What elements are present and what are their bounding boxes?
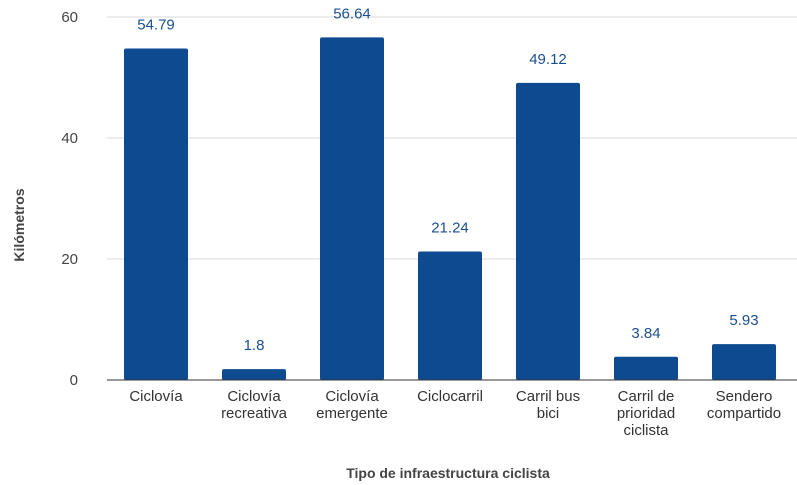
y-axis-title: Kilómetros	[11, 188, 27, 261]
bar	[516, 82, 580, 380]
bar	[320, 37, 384, 380]
x-tick-label: Carril bus bici	[516, 388, 580, 422]
bar	[614, 356, 678, 380]
bar	[124, 48, 188, 380]
data-label: 1.8	[244, 337, 265, 354]
y-tick-label: 40	[61, 130, 78, 147]
data-label: 21.24	[431, 219, 469, 236]
x-tick-label: Sendero compartido	[707, 388, 781, 422]
data-label: 3.84	[631, 325, 660, 342]
data-labels: 54.79 1.8 56.64 21.24 49.12 3.84 5.93	[137, 5, 758, 354]
y-tick-label: 0	[70, 372, 78, 389]
x-tick-label: Ciclovía recreativa	[221, 388, 288, 422]
x-tick-label: Ciclovía emergente	[316, 388, 388, 422]
bar	[712, 344, 776, 380]
x-tick-label: Ciclocarril	[417, 388, 483, 405]
x-tick-labels: Ciclovía Ciclovía recreativa Ciclovía emerge…	[129, 388, 781, 439]
data-label: 49.12	[529, 51, 567, 68]
x-tick-label: Carril de prioridad ciclista	[617, 388, 675, 439]
bar	[418, 251, 482, 380]
y-tick-label: 20	[61, 251, 78, 268]
bar	[222, 369, 286, 380]
bars	[124, 37, 776, 380]
data-label: 54.79	[137, 17, 175, 34]
data-label: 5.93	[729, 312, 758, 329]
x-axis-title: Tipo de infraestructura ciclista	[346, 465, 550, 481]
y-tick-labels: 0 20 40 60	[61, 9, 78, 389]
data-label: 56.64	[333, 5, 371, 22]
y-tick-label: 60	[61, 9, 78, 26]
x-tick-label: Ciclovía	[129, 388, 183, 405]
